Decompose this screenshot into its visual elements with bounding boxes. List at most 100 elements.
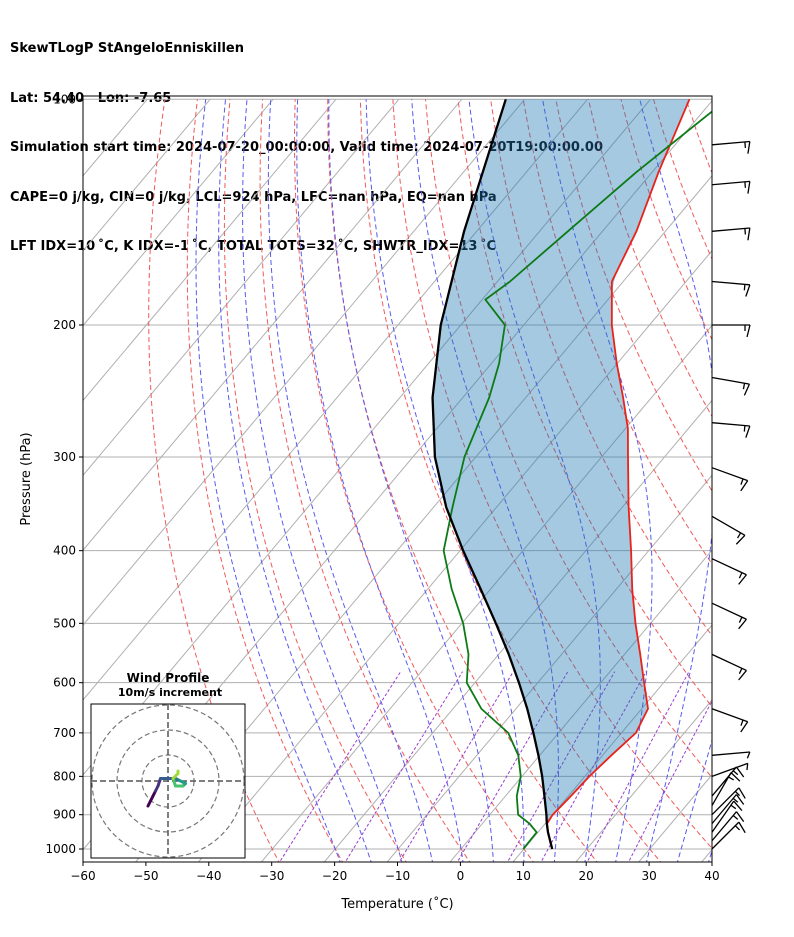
wind-barb (711, 376, 751, 396)
hodograph-plot (91, 704, 245, 858)
wind-barb (711, 422, 751, 438)
x-tick-label: 40 (704, 869, 719, 883)
x-tick-label: 0 (457, 869, 465, 883)
barb-staff (711, 558, 747, 576)
hodograph-title: Wind Profile (127, 671, 210, 685)
barb-staff (711, 766, 737, 797)
barb-half-flag (732, 797, 739, 803)
y-tick-label: 500 (53, 616, 76, 630)
barb-flag (730, 772, 741, 782)
isotherm-line (638, 774, 712, 862)
barb-half-flag (730, 804, 737, 810)
barb-staff (711, 653, 747, 671)
dry-adiabat (223, 99, 407, 862)
x-tick-label: −40 (196, 869, 221, 883)
barb-staff (711, 467, 748, 482)
dry-adiabat (719, 99, 794, 865)
dry-adiabat (259, 99, 471, 862)
barb-staff (711, 794, 737, 825)
y-tick-label: 200 (53, 318, 76, 332)
barb-staff (711, 140, 750, 146)
wind-barb (711, 180, 751, 194)
isotherm-line (449, 549, 712, 862)
barb-half-flag (740, 719, 744, 726)
y-tick-label: 400 (53, 544, 76, 558)
wind-barb (711, 653, 747, 681)
barb-flag (735, 794, 745, 805)
barb-staff (711, 515, 746, 536)
dry-adiabat (587, 99, 712, 418)
temperature-profile (546, 98, 691, 850)
barb-flag (738, 670, 747, 681)
isotherm-line (575, 699, 712, 862)
hodograph-segment (146, 794, 155, 808)
wind-barb (711, 708, 749, 733)
barb-staff (711, 376, 750, 385)
barb-flag (745, 425, 751, 438)
barb-flag (735, 534, 746, 545)
barb-staff (711, 227, 750, 232)
barb-half-flag (743, 425, 746, 432)
moist-adiabat (296, 99, 464, 862)
moist-adiabat (365, 99, 525, 862)
isotherm-line (83, 98, 211, 252)
isotherm-line (83, 98, 526, 626)
x-axis-label: Temperature (˚C) (340, 896, 453, 912)
barb-staff (711, 602, 747, 620)
moist-adiabat (195, 99, 341, 862)
barb-flag (738, 574, 747, 585)
mixing-ratio-line (279, 671, 402, 862)
barb-half-flag (744, 228, 747, 235)
barb-flag (743, 383, 751, 396)
x-tick-label: 20 (579, 869, 594, 883)
y-tick-label: 800 (53, 769, 76, 783)
barb-half-flag (742, 383, 746, 390)
wind-barb (711, 227, 751, 241)
location-line: Lat: 54.40 Lon: -7.65 (10, 90, 172, 106)
dry-adiabat (490, 99, 712, 637)
mixing-ratio-line (456, 671, 569, 862)
barb-staff (711, 821, 740, 850)
y-tick-label: 900 (53, 808, 76, 822)
wind-barb (711, 800, 743, 833)
wind-barbs (711, 140, 751, 850)
wind-barb (711, 762, 749, 777)
wind-barb (711, 280, 751, 297)
x-tick-label: 10 (516, 869, 531, 883)
chart-title: SkewTLogP StAngeloEnniskillen (10, 41, 244, 56)
barb-flag (738, 787, 746, 799)
barb-half-flag (744, 141, 747, 148)
dry-adiabat (294, 99, 535, 862)
barb-flag (746, 324, 751, 338)
barb-half-flag (732, 770, 739, 776)
plot-area (83, 98, 794, 865)
moist-adiabat (411, 99, 559, 862)
dry-adiabat (653, 99, 712, 260)
barb-half-flag (737, 532, 742, 539)
mixing-ratio-line (586, 671, 690, 862)
barb-half-flag (744, 181, 747, 188)
moist-adiabat (328, 99, 494, 862)
wind-barb (711, 558, 747, 585)
barb-flag (745, 284, 751, 297)
barb-half-flag (734, 825, 741, 831)
barb-flag (746, 751, 751, 759)
x-tick-label: 30 (641, 869, 656, 883)
moist-adiabat (468, 99, 601, 862)
cape-line: CAPE=0 j/kg, CIN=0 j/kg, LCL=924 hPa, LF… (10, 189, 497, 205)
isotherm-line (83, 98, 400, 477)
moist-adiabat (639, 99, 712, 862)
isotherm-line (83, 98, 337, 402)
barb-staff (711, 751, 750, 756)
isotherm-line (83, 98, 463, 551)
dry-adiabat (359, 99, 662, 862)
barb-half-flag (738, 616, 743, 623)
barb-staff (711, 180, 750, 186)
dry-adiabat (424, 99, 712, 779)
isotherm-line (260, 324, 712, 862)
time-line: Simulation start time: 2024-07-20_00:00:… (10, 140, 603, 155)
dry-adiabat (457, 99, 712, 708)
x-tick-label: −50 (133, 869, 158, 883)
